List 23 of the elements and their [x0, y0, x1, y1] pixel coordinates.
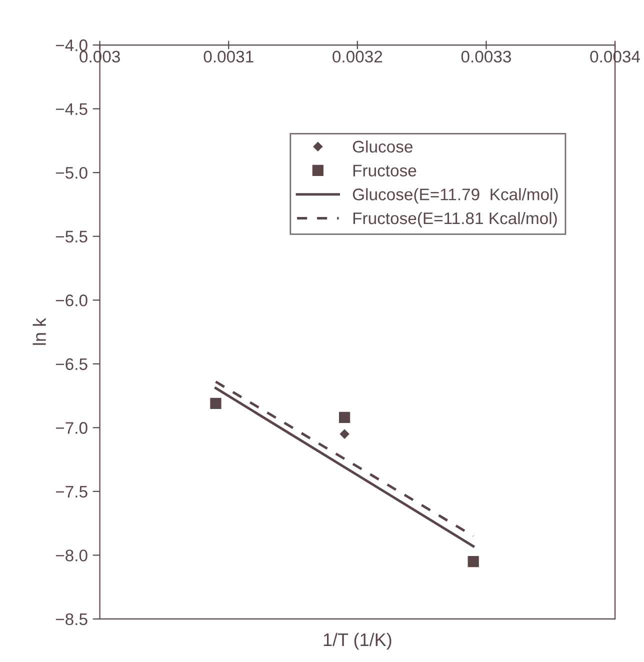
- x-tick-label: 0.0032: [332, 50, 382, 63]
- point: [338, 412, 350, 424]
- point: [210, 398, 222, 409]
- x-tick-label: 0.0033: [461, 50, 511, 63]
- y-tick-label: −6.5: [56, 358, 88, 370]
- y-axis-title: ln k: [32, 318, 46, 345]
- point: [468, 556, 479, 568]
- point: [340, 429, 350, 439]
- y-tick-label: −4.5: [56, 103, 88, 115]
- y-tick-label: −7.0: [56, 422, 88, 434]
- y-tick-label: −5.5: [56, 230, 88, 243]
- x-tick-label: 0.0031: [204, 50, 254, 63]
- legend-label: Fructose: [353, 164, 416, 176]
- legend-label: Fructose(E=11.81 Kcal/mol): [353, 212, 557, 228]
- y-tick-label: −7.5: [56, 486, 88, 498]
- legend-label: Glucose: [352, 140, 412, 153]
- y-tick-label: −8.0: [56, 550, 88, 562]
- x-axis-title: 1/T (1/K): [324, 632, 392, 650]
- y-tick-label: −5.0: [56, 166, 88, 179]
- legend-label: Glucose(E=11.79 Kcal/mol): [352, 188, 558, 204]
- y-tick-label: −8.5: [56, 613, 88, 626]
- y-tick-label: −6.0: [56, 294, 88, 306]
- y-tick-label: −4.0: [56, 39, 88, 52]
